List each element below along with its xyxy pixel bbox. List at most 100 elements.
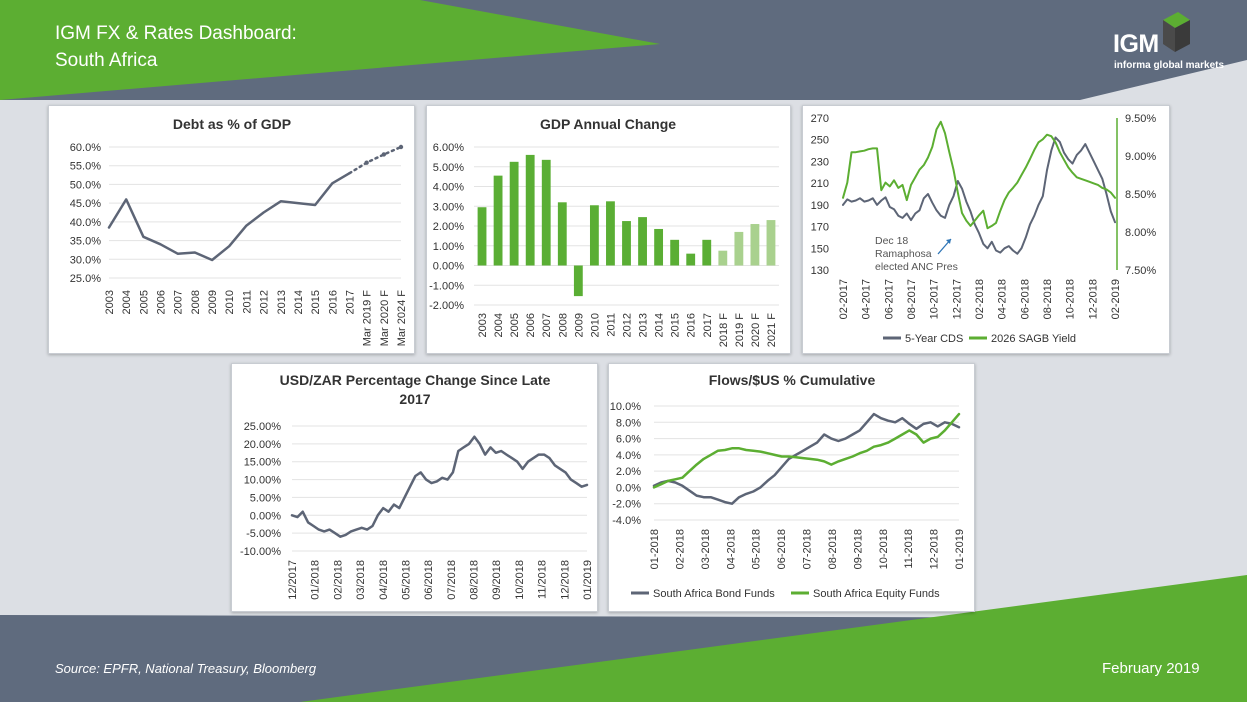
x-tick-label: 2014	[293, 290, 305, 314]
x-tick-label: 2021 F	[766, 313, 778, 348]
debt-chart-panel: Debt as % of GDP 60.0% 55.0% 50.0% 45.0% 40.0…	[48, 105, 415, 354]
y-tick-label: 20.00%	[244, 439, 282, 451]
gdp-bar	[525, 154, 535, 266]
y-tick-label: -2.0%	[612, 499, 641, 511]
x-tick-label: 2008	[557, 313, 569, 337]
x-tick-label: 2004	[493, 313, 505, 337]
y-tick-label: 8.0%	[616, 417, 641, 429]
x-tick-label: 08/2018	[469, 560, 481, 600]
x-tick-label: 06/2018	[423, 560, 435, 600]
x-tick-label: 03-2018	[700, 529, 712, 569]
right-y-tick-label: 8.50%	[1125, 189, 1156, 201]
chart-title: 2017	[399, 391, 430, 407]
annotation-text: Ramaphosa	[875, 248, 932, 260]
y-tick-label: -2.00%	[429, 300, 464, 312]
x-tick-label: 10-2018	[1065, 279, 1077, 319]
x-tick-label: 07-2018	[802, 529, 814, 569]
x-tick-label: 2011	[605, 313, 617, 337]
gdp-bar	[557, 202, 567, 266]
y-tick-label: -10.00%	[240, 546, 281, 558]
usdzar-line	[290, 435, 589, 538]
y-tick-label: 5.00%	[250, 492, 281, 504]
left-y-tick-label: 190	[811, 200, 829, 212]
x-tick-label: 01-2018	[649, 529, 661, 569]
x-tick-label: 2007	[541, 313, 553, 337]
debt-line-forecast	[348, 145, 403, 175]
y-tick-label: 45.0%	[70, 198, 101, 210]
page-title-line2: South Africa	[55, 50, 158, 71]
forecast-point	[364, 160, 369, 165]
x-tick-label: 2015	[670, 313, 682, 337]
x-tick-label: 04-2018	[997, 279, 1009, 319]
x-tick-label: 08-2018	[1042, 279, 1054, 319]
x-tick-label: 02-2017	[838, 279, 850, 319]
x-tick-label: 06-2017	[883, 279, 895, 319]
y-tick-label: 10.0%	[610, 401, 641, 413]
usdzar-chart: USD/ZAR Percentage Change Since Late 2017…	[240, 372, 594, 600]
x-tick-label: 10/2018	[514, 560, 526, 600]
x-tick-label: 12-2017	[951, 279, 963, 319]
y-tick-label: 25.00%	[244, 421, 282, 433]
gdp-bar	[589, 205, 599, 266]
x-tick-label: 2017	[344, 290, 356, 314]
legend-label: 2026 SAGB Yield	[991, 333, 1076, 345]
y-tick-label: 50.0%	[70, 179, 101, 191]
left-y-tick-label: 230	[811, 156, 829, 168]
gdp-chart-panel: GDP Annual Change 6.00% 5.00% 4.00% 3.00% 2.0…	[426, 105, 791, 354]
y-tick-label: 0.00%	[250, 510, 281, 522]
left-y-tick-label: 250	[811, 135, 829, 147]
x-tick-label: 2015	[310, 290, 322, 314]
source-note: Source: EPFR, National Treasury, Bloombe…	[55, 661, 317, 676]
y-tick-label: 0.00%	[433, 261, 464, 273]
cds-line	[842, 136, 1116, 255]
x-tick-label: 09-2018	[852, 529, 864, 569]
x-tick-label: 06-2018	[1019, 279, 1031, 319]
gdp-bar	[493, 175, 503, 266]
gdp-bar	[718, 250, 728, 266]
x-tick-label: 2014	[654, 313, 666, 337]
header-green-wedge	[0, 0, 660, 100]
y-tick-label: 5.00%	[433, 162, 464, 174]
report-date: February 2019	[1102, 660, 1200, 677]
x-tick-label: 01-2019	[954, 529, 966, 569]
gdp-bar	[702, 239, 712, 266]
y-tick-label: 2.0%	[616, 466, 641, 478]
gdp-bar	[670, 239, 680, 266]
y-tick-label: -5.00%	[246, 528, 281, 540]
debt-chart: Debt as % of GDP 60.0% 55.0% 50.0% 45.0% 40.0…	[70, 116, 408, 346]
x-tick-label: 2009	[573, 313, 585, 337]
x-tick-label: 2004	[121, 290, 133, 314]
gdp-bar	[686, 253, 696, 266]
x-tick-label: 01/2019	[582, 560, 594, 600]
y-tick-label: 15.00%	[244, 457, 282, 469]
x-tick-label: 2008	[190, 290, 202, 314]
x-tick-label: 02-2018	[674, 529, 686, 569]
x-tick-label: 02-2019	[1110, 279, 1122, 319]
x-tick-label: 11-2018	[903, 529, 915, 569]
right-y-tick-label: 9.50%	[1125, 113, 1156, 125]
y-tick-label: 40.0%	[70, 217, 101, 229]
chart-title: USD/ZAR Percentage Change Since Late	[280, 372, 551, 388]
x-tick-label: 2013	[638, 313, 650, 337]
x-tick-label: 02/2018	[332, 560, 344, 600]
x-tick-label: 2016	[327, 290, 339, 314]
cds-chart-panel: 270 250 230 210 190 170 150 130 9.50% 9.00% 8.50% 8…	[802, 105, 1170, 354]
y-tick-label: 0.0%	[616, 482, 641, 494]
x-tick-label: 02-2018	[974, 279, 986, 319]
gdp-bar	[750, 224, 760, 266]
x-tick-label: 12/2017	[287, 560, 299, 600]
cds-yield-chart: 270 250 230 210 190 170 150 130 9.50% 9.00% 8.50% 8…	[811, 113, 1157, 345]
igm-logo: IGM informa global markets	[1108, 10, 1224, 74]
x-tick-label: 2010	[589, 313, 601, 337]
x-tick-label: 2011	[241, 290, 253, 314]
x-tick-label: 2010	[224, 290, 236, 314]
page-title: IGM FX & Rates Dashboard: South Africa	[55, 20, 297, 74]
y-tick-label: 35.0%	[70, 236, 101, 248]
x-tick-label: 12-2018	[929, 529, 941, 569]
annotation-arrowhead	[946, 239, 951, 244]
page-title-line1: IGM FX & Rates Dashboard:	[55, 23, 297, 44]
gdp-bar	[766, 220, 776, 266]
x-tick-label: 2007	[173, 290, 185, 314]
x-tick-label: 04-2018	[725, 529, 737, 569]
